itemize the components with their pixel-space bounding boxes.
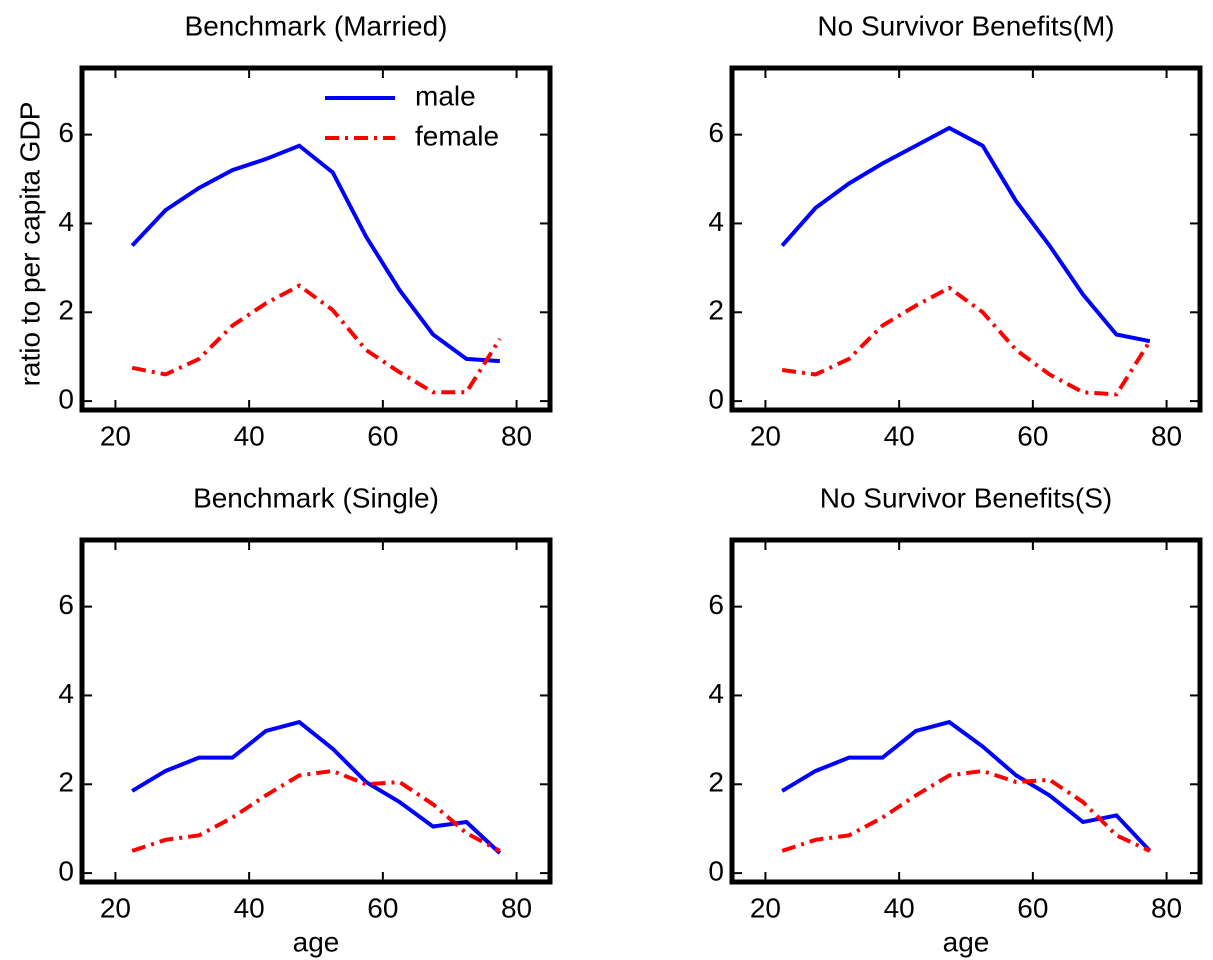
series-line bbox=[131, 768, 501, 853]
y-tick-label: 0 bbox=[58, 856, 74, 887]
x-tick-label: 40 bbox=[884, 420, 915, 451]
chart-title: Benchmark (Single) bbox=[193, 482, 439, 513]
x-tick-label: 40 bbox=[234, 892, 265, 923]
y-tick-label: 0 bbox=[58, 384, 74, 415]
x-axis-label: age bbox=[943, 926, 990, 957]
y-tick-label: 4 bbox=[58, 206, 74, 237]
y-axis-label: ratio to per capita GDP bbox=[14, 102, 45, 387]
plot-frame bbox=[79, 65, 553, 413]
y-tick-label: 0 bbox=[708, 856, 724, 887]
series-line bbox=[131, 283, 502, 395]
y-tick-label: 4 bbox=[58, 678, 74, 709]
y-tick-label: 4 bbox=[708, 678, 724, 709]
series-line bbox=[130, 143, 500, 364]
x-axis-label: age bbox=[293, 926, 340, 957]
y-tick-label: 6 bbox=[708, 117, 724, 148]
y-tick-label: 6 bbox=[708, 589, 724, 620]
x-tick-label: 80 bbox=[1151, 420, 1182, 451]
y-tick-label: 6 bbox=[58, 589, 74, 620]
y-tick-label: 2 bbox=[708, 767, 724, 798]
plot-frame bbox=[729, 65, 1203, 413]
x-tick-label: 80 bbox=[501, 420, 532, 451]
x-tick-label: 20 bbox=[750, 892, 781, 923]
y-tick-label: 2 bbox=[58, 767, 74, 798]
x-tick-label: 20 bbox=[750, 420, 781, 451]
x-tick-label: 80 bbox=[501, 892, 532, 923]
y-tick-label: 6 bbox=[58, 117, 74, 148]
y-tick-label: 2 bbox=[58, 295, 74, 326]
legend-label: male bbox=[415, 80, 476, 111]
y-tick-label: 0 bbox=[708, 384, 724, 415]
y-tick-label: 2 bbox=[708, 295, 724, 326]
x-tick-label: 60 bbox=[1017, 892, 1048, 923]
y-tick-label: 4 bbox=[708, 206, 724, 237]
plot-frame bbox=[79, 537, 553, 885]
chart-title: No Survivor Benefits(M) bbox=[817, 10, 1114, 41]
x-tick-label: 20 bbox=[100, 420, 131, 451]
series-line bbox=[781, 768, 1151, 853]
x-tick-label: 80 bbox=[1151, 892, 1182, 923]
series-line bbox=[781, 285, 1152, 397]
x-tick-label: 20 bbox=[100, 892, 131, 923]
x-tick-label: 60 bbox=[1017, 420, 1048, 451]
chart-title: Benchmark (Married) bbox=[185, 10, 448, 41]
series-line bbox=[780, 125, 1151, 344]
x-tick-label: 40 bbox=[234, 420, 265, 451]
chart-title: No Survivor Benefits(S) bbox=[820, 482, 1113, 513]
series-line bbox=[131, 719, 502, 855]
plot-frame bbox=[729, 537, 1203, 885]
x-tick-label: 60 bbox=[367, 420, 398, 451]
legend-label: female bbox=[415, 120, 499, 151]
series-line bbox=[781, 719, 1152, 853]
x-tick-label: 40 bbox=[884, 892, 915, 923]
x-tick-label: 60 bbox=[367, 892, 398, 923]
